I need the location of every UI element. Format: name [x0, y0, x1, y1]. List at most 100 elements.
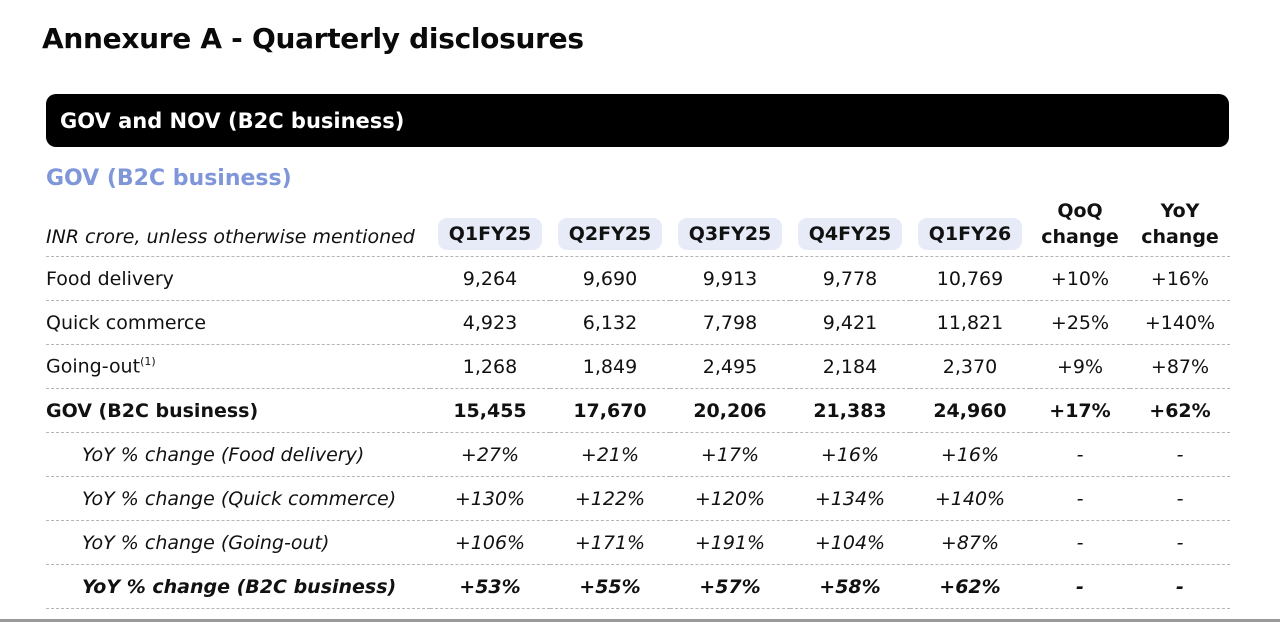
table-row: Going-out(1) 1,268 1,849 2,495 2,184 2,370 +9%…	[46, 344, 1230, 389]
table-cell: 1,268	[430, 344, 550, 389]
gov-table: INR crore, unless otherwise mentioned Q1…	[46, 192, 1230, 609]
table-row: Food delivery 9,264 9,690 9,913 9,778 10,769 +…	[46, 256, 1230, 301]
row-label-text: YoY % change (B2C business)	[82, 575, 397, 598]
quarter-pill: Q1FY25	[437, 218, 543, 250]
section-header-bar: GOV and NOV (B2C business)	[46, 94, 1229, 147]
section-header-label: GOV and NOV (B2C business)	[60, 108, 405, 133]
table-row: YoY % change (Going-out) +106% +171% +191% +…	[46, 520, 1230, 565]
qoq-cell: +25%	[1030, 300, 1130, 345]
table-cell: 21,383	[790, 388, 910, 433]
qoq-cell: +10%	[1030, 256, 1130, 301]
row-label: Food delivery	[46, 256, 430, 301]
col-header: Q2FY25	[550, 192, 670, 257]
row-label: YoY % change (Food delivery)	[46, 432, 430, 477]
table-row: GOV (B2C business) 15,455 17,670 20,206 21,3…	[46, 388, 1230, 433]
row-label: YoY % change (Quick commerce)	[46, 476, 430, 521]
yoy-cell: -	[1130, 432, 1230, 477]
yoy-cell: -	[1130, 476, 1230, 521]
unit-label: INR crore, unless otherwise mentioned	[46, 192, 430, 257]
table-cell: 24,960	[910, 388, 1030, 433]
qoq-cell: -	[1030, 520, 1130, 565]
table-cell: 2,495	[670, 344, 790, 389]
quarter-pill: Q3FY25	[677, 218, 783, 250]
table-cell: 15,455	[430, 388, 550, 433]
table-cell: +16%	[790, 432, 910, 477]
bottom-rule	[0, 619, 1280, 622]
table-cell: +87%	[910, 520, 1030, 565]
col-header: Q1FY26	[910, 192, 1030, 257]
table-cell: +130%	[430, 476, 550, 521]
col-header: Q3FY25	[670, 192, 790, 257]
table-cell: +17%	[670, 432, 790, 477]
table-cell: 9,264	[430, 256, 550, 301]
qoq-cell: +17%	[1030, 388, 1130, 433]
table-cell: 20,206	[670, 388, 790, 433]
row-label-text: Quick commerce	[46, 311, 207, 334]
yoy-header-line2: change	[1141, 226, 1219, 248]
table-cell: +122%	[550, 476, 670, 521]
yoy-header-line1: YoY	[1160, 200, 1200, 222]
yoy-cell: -	[1130, 564, 1230, 609]
table-cell: +55%	[550, 564, 670, 609]
table-cell: 6,132	[550, 300, 670, 345]
table-cell: +27%	[430, 432, 550, 477]
table-cell: 10,769	[910, 256, 1030, 301]
yoy-header: YoY change	[1130, 192, 1230, 257]
row-label: GOV (B2C business)	[46, 388, 430, 433]
table-cell: +134%	[790, 476, 910, 521]
col-header: Q4FY25	[790, 192, 910, 257]
row-label: Quick commerce	[46, 300, 430, 345]
table-cell: +171%	[550, 520, 670, 565]
row-label: YoY % change (B2C business)	[46, 564, 430, 609]
table-cell: 2,370	[910, 344, 1030, 389]
yoy-cell: +16%	[1130, 256, 1230, 301]
yoy-cell: +87%	[1130, 344, 1230, 389]
quarter-pill: Q1FY26	[917, 218, 1023, 250]
row-label-text: Going-out	[46, 355, 141, 378]
col-header: Q1FY25	[430, 192, 550, 257]
row-label-text: YoY % change (Going-out)	[82, 531, 330, 554]
table-cell: 9,690	[550, 256, 670, 301]
table-cell: 9,778	[790, 256, 910, 301]
table-cell: +21%	[550, 432, 670, 477]
table-cell: +191%	[670, 520, 790, 565]
table-subtitle: GOV (B2C business)	[46, 166, 292, 191]
table-cell: +57%	[670, 564, 790, 609]
qoq-header: QoQ change	[1030, 192, 1130, 257]
row-label-text: YoY % change (Food delivery)	[82, 443, 365, 466]
row-label-text: Food delivery	[46, 267, 174, 290]
row-label-text: YoY % change (Quick commerce)	[82, 487, 397, 510]
row-label-text: GOV (B2C business)	[46, 399, 259, 422]
qoq-cell: -	[1030, 432, 1130, 477]
table-cell: +62%	[910, 564, 1030, 609]
row-label: YoY % change (Going-out)	[46, 520, 430, 565]
table-cell: +53%	[430, 564, 550, 609]
table-cell: 11,821	[910, 300, 1030, 345]
table-cell: +140%	[910, 476, 1030, 521]
yoy-cell: +140%	[1130, 300, 1230, 345]
table-row: YoY % change (Food delivery) +27% +21% +17%…	[46, 432, 1230, 477]
table-cell: +120%	[670, 476, 790, 521]
page-title: Annexure A - Quarterly disclosures	[42, 22, 584, 55]
table-cell: +58%	[790, 564, 910, 609]
table-cell: +106%	[430, 520, 550, 565]
qoq-header-line2: change	[1041, 226, 1119, 248]
table-cell: 1,849	[550, 344, 670, 389]
table-header-row: INR crore, unless otherwise mentioned Q1…	[46, 192, 1230, 257]
table-row: Quick commerce 4,923 6,132 7,798 9,421 11,821…	[46, 300, 1230, 345]
table-cell: +16%	[910, 432, 1030, 477]
table-cell: 9,913	[670, 256, 790, 301]
qoq-cell: -	[1030, 476, 1130, 521]
table-cell: 7,798	[670, 300, 790, 345]
row-label: Going-out(1)	[46, 344, 430, 389]
table-row: YoY % change (B2C business) +53% +55% +57% +…	[46, 564, 1230, 609]
table-cell: 9,421	[790, 300, 910, 345]
quarter-pill: Q2FY25	[557, 218, 663, 250]
yoy-cell: +62%	[1130, 388, 1230, 433]
qoq-cell: -	[1030, 564, 1130, 609]
quarter-pill: Q4FY25	[797, 218, 903, 250]
table-cell: 4,923	[430, 300, 550, 345]
table-cell: +104%	[790, 520, 910, 565]
table-cell: 2,184	[790, 344, 910, 389]
footnote-marker: (1)	[140, 355, 156, 369]
